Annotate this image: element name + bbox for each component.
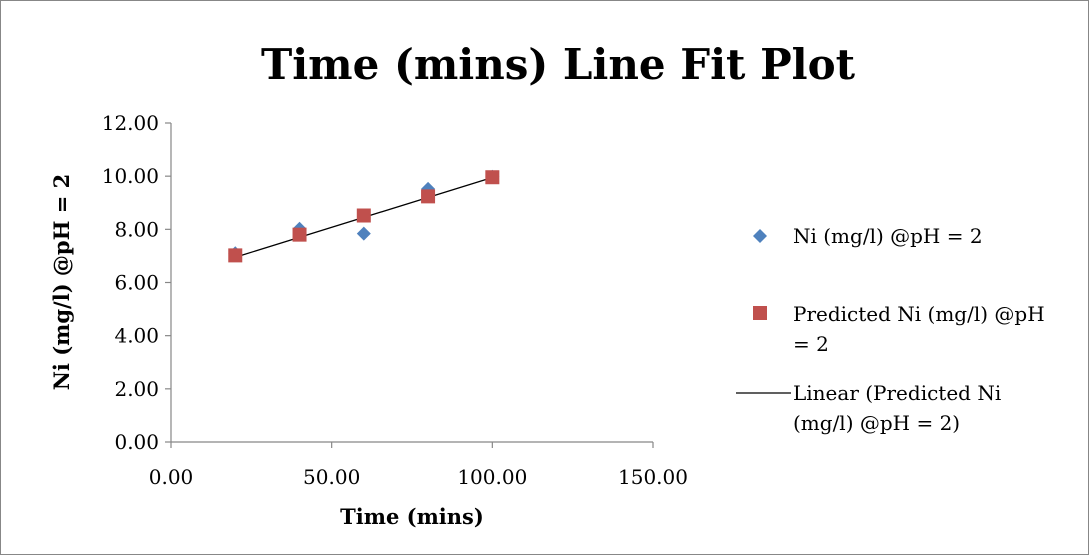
chart-title: Time (mins) Line Fit Plot <box>261 40 856 89</box>
x-tick-label: 100.00 <box>457 465 527 489</box>
y-tick-label: 6.00 <box>114 271 159 295</box>
tick-labels: 0.00 2.00 4.00 6.00 8.00 10.00 12.00 0.00 50.00 1… <box>102 111 688 489</box>
predicted-point <box>421 189 436 204</box>
legend-label: Predicted Ni (mg/l) @pH <box>793 302 1045 326</box>
x-axis-title: Time (mins) <box>340 504 484 529</box>
y-tick-label: 0.00 <box>114 430 159 454</box>
y-tick-label: 12.00 <box>102 111 159 135</box>
observed-point <box>356 226 371 241</box>
x-tick-label: 0.00 <box>149 465 194 489</box>
predicted-point <box>228 248 243 263</box>
data-points <box>228 169 500 263</box>
legend-label: = 2 <box>793 332 829 356</box>
legend-diamond-marker <box>753 229 767 243</box>
legend-label: Ni (mg/l) @pH = 2 <box>793 224 983 248</box>
predicted-point <box>292 227 307 242</box>
predicted-point <box>356 208 371 223</box>
x-tick-label: 50.00 <box>303 465 360 489</box>
y-tick-label: 4.00 <box>114 324 159 348</box>
axes <box>165 122 654 448</box>
y-tick-label: 8.00 <box>114 217 159 241</box>
y-tick-label: 10.00 <box>102 164 159 188</box>
predicted-point <box>485 170 500 185</box>
legend-label: Linear (Predicted Ni <box>793 381 1001 405</box>
legend: Ni (mg/l) @pH = 2 Predicted Ni (mg/l) @pH… <box>736 224 1045 435</box>
legend-square-marker <box>753 306 767 320</box>
y-tick-label: 2.00 <box>114 377 159 401</box>
legend-label: (mg/l) @pH = 2) <box>793 411 960 435</box>
x-tick-label: 150.00 <box>618 465 688 489</box>
y-axis-title: Ni (mg/l) @pH = 2 <box>49 174 74 391</box>
